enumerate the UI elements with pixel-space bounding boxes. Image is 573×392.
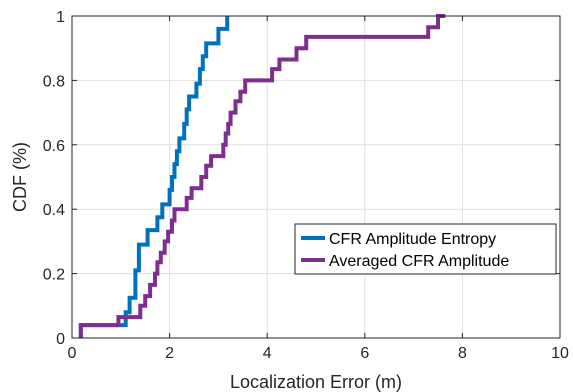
legend-label-0: CFR Amplitude Entropy <box>329 231 496 248</box>
series-line-0 <box>78 16 230 338</box>
grid <box>71 15 561 339</box>
x-tick-label: 0 <box>68 345 77 362</box>
x-tick-label: 4 <box>263 345 272 362</box>
y-tick-label: 1 <box>56 9 65 26</box>
legend-label-1: Averaged CFR Amplitude <box>329 253 509 270</box>
legend: CFR Amplitude Entropy Averaged CFR Amplit… <box>294 223 557 275</box>
x-axis-label: Localization Error (m) <box>230 372 402 392</box>
x-tick-labels: 0 2 4 6 8 10 <box>68 345 569 362</box>
series-line-1 <box>78 14 446 338</box>
x-tick-label: 6 <box>360 345 369 362</box>
y-axis-label: CDF (%) <box>10 142 30 212</box>
y-tick-label: 0 <box>56 331 65 348</box>
series-layer <box>78 14 446 338</box>
legend-box <box>294 223 557 275</box>
x-tick-label: 10 <box>551 345 569 362</box>
x-tick-label: 8 <box>458 345 467 362</box>
plot-frame <box>71 15 561 339</box>
y-tick-label: 0.4 <box>43 202 65 219</box>
y-tick-labels: 0 0.2 0.4 0.6 0.8 1 <box>43 9 65 348</box>
y-tick-label: 0.8 <box>43 73 65 90</box>
y-tick-label: 0.6 <box>43 138 65 155</box>
x-tick-label: 2 <box>165 345 174 362</box>
y-tick-label: 0.2 <box>43 267 65 284</box>
